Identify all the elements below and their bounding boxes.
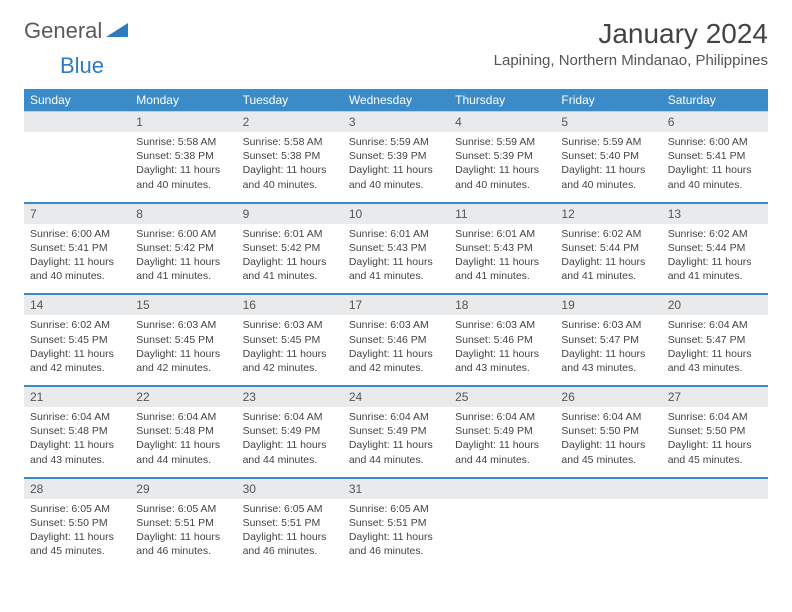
day-number-cell: 10 [343,203,449,224]
day-number-cell: 4 [449,112,555,133]
day-number-cell: 8 [130,203,236,224]
day-header-cell: Wednesday [343,89,449,112]
day-detail-cell: Sunrise: 6:01 AMSunset: 5:43 PMDaylight:… [343,224,449,295]
week-body-row: Sunrise: 6:05 AMSunset: 5:50 PMDaylight:… [24,499,768,569]
day-number-cell [449,478,555,499]
day-number-cell: 11 [449,203,555,224]
day-number-cell: 28 [24,478,130,499]
day-detail-cell: Sunrise: 6:04 AMSunset: 5:48 PMDaylight:… [130,407,236,478]
day-number-cell: 2 [237,112,343,133]
day-detail-cell: Sunrise: 6:04 AMSunset: 5:50 PMDaylight:… [662,407,768,478]
day-detail-cell: Sunrise: 6:04 AMSunset: 5:48 PMDaylight:… [24,407,130,478]
day-detail-cell: Sunrise: 6:03 AMSunset: 5:46 PMDaylight:… [343,315,449,386]
day-number-cell [24,112,130,133]
day-detail-cell: Sunrise: 6:04 AMSunset: 5:49 PMDaylight:… [237,407,343,478]
month-title: January 2024 [494,18,768,50]
day-number-cell: 6 [662,112,768,133]
day-detail-cell [662,499,768,569]
day-number-cell: 13 [662,203,768,224]
day-number-cell: 19 [555,294,661,315]
day-header-cell: Sunday [24,89,130,112]
week-body-row: Sunrise: 5:58 AMSunset: 5:38 PMDaylight:… [24,132,768,203]
day-detail-cell: Sunrise: 6:05 AMSunset: 5:51 PMDaylight:… [130,499,236,569]
day-detail-cell: Sunrise: 6:00 AMSunset: 5:41 PMDaylight:… [24,224,130,295]
logo: General [24,18,130,44]
day-detail-cell: Sunrise: 6:02 AMSunset: 5:44 PMDaylight:… [662,224,768,295]
day-detail-cell: Sunrise: 6:04 AMSunset: 5:49 PMDaylight:… [449,407,555,478]
day-detail-cell: Sunrise: 6:05 AMSunset: 5:50 PMDaylight:… [24,499,130,569]
day-detail-cell: Sunrise: 6:05 AMSunset: 5:51 PMDaylight:… [343,499,449,569]
day-detail-cell: Sunrise: 6:00 AMSunset: 5:42 PMDaylight:… [130,224,236,295]
day-detail-cell: Sunrise: 6:05 AMSunset: 5:51 PMDaylight:… [237,499,343,569]
day-detail-cell [449,499,555,569]
day-number-cell: 23 [237,386,343,407]
day-number-cell [555,478,661,499]
day-detail-cell [555,499,661,569]
day-detail-cell: Sunrise: 6:03 AMSunset: 5:47 PMDaylight:… [555,315,661,386]
day-number-cell: 16 [237,294,343,315]
day-detail-cell: Sunrise: 6:03 AMSunset: 5:46 PMDaylight:… [449,315,555,386]
day-number-cell: 17 [343,294,449,315]
day-header-cell: Friday [555,89,661,112]
day-number-cell: 30 [237,478,343,499]
day-number-cell: 18 [449,294,555,315]
logo-word2: Blue [60,53,104,78]
logo-triangle-icon [106,21,128,42]
week-body-row: Sunrise: 6:04 AMSunset: 5:48 PMDaylight:… [24,407,768,478]
calendar-table: SundayMondayTuesdayWednesdayThursdayFrid… [24,89,768,568]
day-detail-cell: Sunrise: 6:02 AMSunset: 5:44 PMDaylight:… [555,224,661,295]
day-detail-cell: Sunrise: 5:59 AMSunset: 5:39 PMDaylight:… [449,132,555,203]
day-detail-cell: Sunrise: 6:01 AMSunset: 5:42 PMDaylight:… [237,224,343,295]
day-number-cell: 1 [130,112,236,133]
day-detail-cell: Sunrise: 5:59 AMSunset: 5:39 PMDaylight:… [343,132,449,203]
day-header-row: SundayMondayTuesdayWednesdayThursdayFrid… [24,89,768,112]
day-number-cell: 9 [237,203,343,224]
location-subtitle: Lapining, Northern Mindanao, Philippines [494,52,768,69]
day-header-cell: Saturday [662,89,768,112]
day-detail-cell: Sunrise: 5:58 AMSunset: 5:38 PMDaylight:… [130,132,236,203]
day-detail-cell: Sunrise: 5:59 AMSunset: 5:40 PMDaylight:… [555,132,661,203]
week-number-row: 14151617181920 [24,294,768,315]
day-header-cell: Tuesday [237,89,343,112]
week-number-row: 21222324252627 [24,386,768,407]
day-header-cell: Thursday [449,89,555,112]
day-detail-cell: Sunrise: 6:04 AMSunset: 5:50 PMDaylight:… [555,407,661,478]
day-detail-cell: Sunrise: 6:04 AMSunset: 5:47 PMDaylight:… [662,315,768,386]
day-number-cell: 21 [24,386,130,407]
day-detail-cell: Sunrise: 6:01 AMSunset: 5:43 PMDaylight:… [449,224,555,295]
week-number-row: 78910111213 [24,203,768,224]
day-number-cell: 27 [662,386,768,407]
day-detail-cell: Sunrise: 6:00 AMSunset: 5:41 PMDaylight:… [662,132,768,203]
week-body-row: Sunrise: 6:02 AMSunset: 5:45 PMDaylight:… [24,315,768,386]
day-number-cell: 5 [555,112,661,133]
week-number-row: 28293031 [24,478,768,499]
day-number-cell: 15 [130,294,236,315]
day-number-cell: 31 [343,478,449,499]
day-number-cell: 14 [24,294,130,315]
day-number-cell: 22 [130,386,236,407]
day-detail-cell: Sunrise: 6:04 AMSunset: 5:49 PMDaylight:… [343,407,449,478]
week-body-row: Sunrise: 6:00 AMSunset: 5:41 PMDaylight:… [24,224,768,295]
day-number-cell: 12 [555,203,661,224]
day-number-cell: 24 [343,386,449,407]
day-detail-cell: Sunrise: 6:03 AMSunset: 5:45 PMDaylight:… [130,315,236,386]
day-number-cell [662,478,768,499]
title-block: January 2024 Lapining, Northern Mindanao… [494,18,768,69]
day-detail-cell: Sunrise: 6:02 AMSunset: 5:45 PMDaylight:… [24,315,130,386]
day-detail-cell: Sunrise: 6:03 AMSunset: 5:45 PMDaylight:… [237,315,343,386]
logo-word1: General [24,18,102,44]
day-detail-cell [24,132,130,203]
day-number-cell: 3 [343,112,449,133]
week-number-row: 123456 [24,112,768,133]
day-number-cell: 26 [555,386,661,407]
day-number-cell: 20 [662,294,768,315]
day-header-cell: Monday [130,89,236,112]
day-number-cell: 29 [130,478,236,499]
day-number-cell: 25 [449,386,555,407]
day-detail-cell: Sunrise: 5:58 AMSunset: 5:38 PMDaylight:… [237,132,343,203]
day-number-cell: 7 [24,203,130,224]
